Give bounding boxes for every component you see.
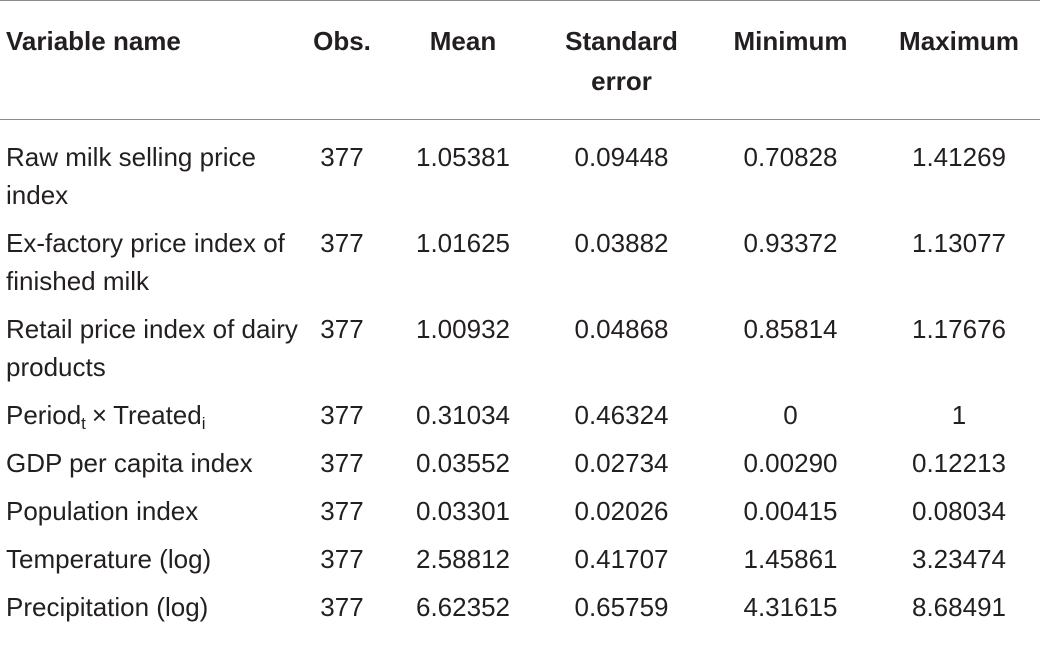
table-row: Temperature (log) 377 2.58812 0.41707 1.…	[0, 540, 1040, 588]
period-text: Period	[6, 400, 82, 430]
header-maximum: Maximum	[878, 1, 1040, 120]
cell-standard-error: 0.03882	[574, 228, 669, 258]
cell-minimum: 0.00290	[743, 448, 838, 478]
cell-minimum: 1.45861	[743, 544, 838, 574]
summary-statistics-table: Variable name Obs. Mean Standard error M…	[0, 0, 1040, 627]
cell-obs: 377	[320, 142, 364, 172]
top-rule	[0, 0, 1040, 1]
header-row: Variable name Obs. Mean Standard error M…	[0, 1, 1040, 120]
cell-maximum: 1.17676	[912, 314, 1006, 344]
table-row: Precipitation (log) 377 6.62352 0.65759 …	[0, 588, 1040, 626]
cell-obs: 377	[320, 592, 364, 622]
summary-statistics-table-container: Variable name Obs. Mean Standard error M…	[0, 0, 1040, 627]
cell-standard-error: 0.09448	[574, 142, 669, 172]
cell-minimum: 0.85814	[743, 314, 838, 344]
cell-mean: 1.00932	[416, 314, 510, 344]
cell-standard-error: 0.65759	[574, 592, 669, 622]
header-mean: Mean	[386, 1, 540, 120]
cell-standard-error: 0.41707	[574, 544, 669, 574]
cell-obs: 377	[320, 314, 364, 344]
cell-variable-name: Raw milk selling price index	[6, 142, 256, 210]
cell-variable-name: Periodt × Treatedi	[0, 396, 298, 444]
times-symbol: ×	[91, 400, 108, 430]
cell-maximum: 3.23474	[912, 544, 1006, 574]
header-standard-error: Standard error	[540, 1, 703, 120]
table-row: GDP per capita index 377 0.03552 0.02734…	[0, 444, 1040, 492]
cell-variable-name: Population index	[6, 496, 199, 526]
cell-standard-error: 0.02026	[574, 496, 669, 526]
table-body: Raw milk selling price index 377 1.05381…	[0, 120, 1040, 627]
cell-variable-name: Ex-factory price index of finished milk	[6, 228, 285, 296]
cell-obs: 377	[320, 496, 364, 526]
cell-maximum: 1.41269	[912, 142, 1006, 172]
cell-mean: 0.03552	[416, 448, 510, 478]
period-subscript: t	[81, 414, 86, 433]
cell-variable-name: Retail price index of dairy products	[6, 314, 298, 382]
cell-standard-error: 0.46324	[574, 400, 669, 430]
cell-maximum: 1	[951, 400, 967, 430]
cell-minimum: 0.70828	[743, 142, 838, 172]
cell-minimum: 0	[783, 400, 798, 430]
cell-obs: 377	[320, 448, 364, 478]
cell-standard-error: 0.04868	[574, 314, 669, 344]
cell-obs: 377	[320, 228, 364, 258]
header-variable-name: Variable name	[0, 1, 298, 120]
cell-variable-name: GDP per capita index	[6, 448, 253, 478]
cell-variable-name: Temperature (log)	[6, 544, 212, 574]
cell-maximum: 8.68491	[912, 592, 1006, 622]
table-row: Retail price index of dairy products 377…	[0, 310, 1040, 396]
treated-text: Treated	[113, 400, 202, 430]
cell-mean: 1.05381	[416, 142, 510, 172]
cell-mean: 2.58812	[416, 544, 510, 574]
cell-variable-name: Precipitation (log)	[6, 592, 209, 622]
cell-mean: 0.03301	[416, 496, 510, 526]
cell-mean: 0.31034	[416, 400, 510, 430]
treated-subscript: i	[201, 414, 206, 433]
table-row: Periodt × Treatedi 377 0.31034 0.46324 0 1	[0, 396, 1040, 444]
cell-obs: 377	[320, 400, 364, 430]
header-minimum: Minimum	[703, 1, 878, 120]
table-row: Ex-factory price index of finished milk …	[0, 224, 1040, 310]
cell-minimum: 4.31615	[743, 592, 838, 622]
cell-standard-error: 0.02734	[574, 448, 669, 478]
cell-mean: 6.62352	[416, 592, 510, 622]
cell-maximum: 1.13077	[912, 228, 1006, 258]
cell-maximum: 0.08034	[912, 496, 1006, 526]
cell-maximum: 0.12213	[912, 448, 1006, 478]
cell-minimum: 0.93372	[743, 228, 838, 258]
header-obs: Obs.	[298, 1, 386, 120]
table-row: Population index 377 0.03301 0.02026 0.0…	[0, 492, 1040, 540]
cell-minimum: 0.00415	[743, 496, 838, 526]
table-row: Raw milk selling price index 377 1.05381…	[0, 120, 1040, 225]
cell-mean: 1.01625	[416, 228, 510, 258]
cell-obs: 377	[320, 544, 364, 574]
table-header: Variable name Obs. Mean Standard error M…	[0, 0, 1040, 120]
